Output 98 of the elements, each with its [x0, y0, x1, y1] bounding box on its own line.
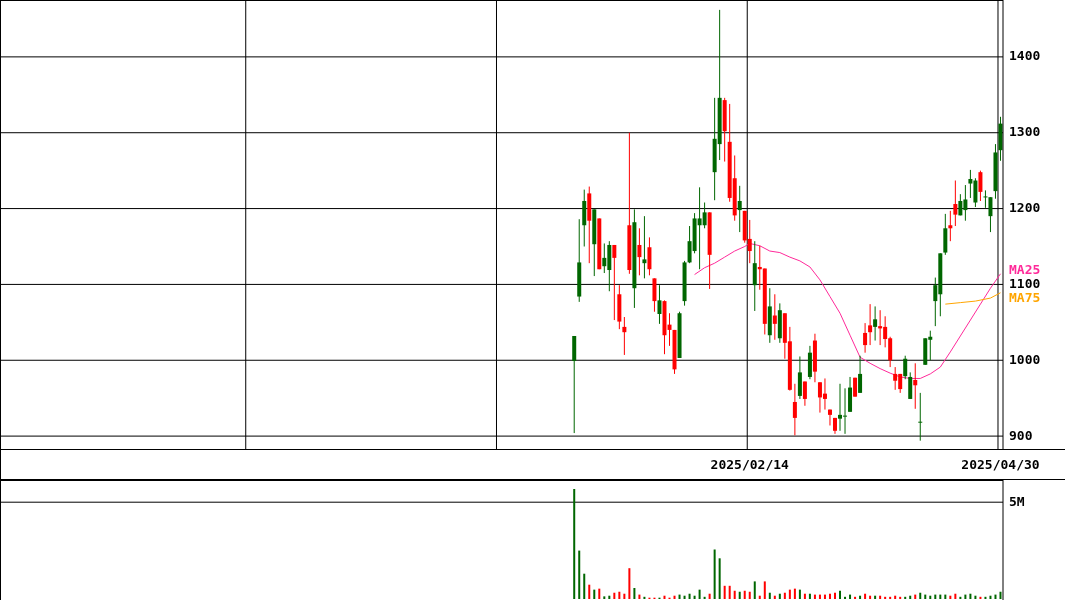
- bar: [854, 596, 857, 599]
- y-tick-label: 1100: [1009, 275, 1041, 291]
- bar: [573, 489, 576, 599]
- bar: [954, 593, 957, 599]
- bar: [788, 589, 791, 599]
- bar: [738, 591, 741, 599]
- bar: [904, 596, 907, 599]
- candlestick: [797, 355, 802, 400]
- candlestick: [913, 362, 918, 410]
- ref-line-label: 5M: [1009, 493, 1025, 509]
- candlestick: [978, 170, 983, 202]
- y-tick-label: 1200: [1009, 200, 1041, 216]
- candlestick: [908, 371, 913, 400]
- bar: [959, 596, 962, 599]
- candlestick: [827, 409, 832, 426]
- series-label: MA75: [1009, 289, 1041, 305]
- candlestick: [968, 169, 973, 199]
- candlestick: [612, 244, 617, 321]
- bar: [628, 568, 631, 599]
- candlestick: [752, 240, 757, 312]
- bar: [919, 592, 922, 599]
- bar: [798, 589, 801, 599]
- series-label: MA25: [1009, 261, 1041, 277]
- bar: [633, 588, 636, 599]
- bar: [583, 573, 586, 599]
- candlestick: [838, 383, 843, 432]
- candlestick: [983, 189, 988, 209]
- candlestick: [868, 303, 873, 346]
- bar: [969, 593, 972, 599]
- bar: [864, 593, 867, 599]
- bar: [708, 593, 711, 599]
- bar: [979, 596, 982, 599]
- candlestick: [822, 377, 827, 411]
- line-series: [944, 292, 1001, 305]
- bar: [743, 590, 746, 599]
- bar: [844, 596, 847, 599]
- bar: [793, 588, 796, 599]
- bar: [598, 588, 601, 599]
- candlestick: [893, 366, 898, 391]
- candlestick: [988, 196, 993, 233]
- candlestick: [737, 185, 742, 233]
- candlestick: [652, 277, 657, 313]
- bar: [889, 596, 892, 599]
- bar: [703, 596, 706, 599]
- y-tick-label: 1300: [1009, 124, 1041, 140]
- bar: [783, 592, 786, 599]
- bar: [713, 549, 716, 599]
- bar: [834, 592, 836, 599]
- candlestick: [792, 383, 797, 436]
- bar: [899, 596, 902, 599]
- candlestick: [918, 392, 923, 442]
- bar: [748, 591, 751, 599]
- candlestick: [772, 293, 777, 341]
- bar: [593, 589, 596, 599]
- candlestick: [702, 202, 707, 229]
- bar: [718, 558, 721, 599]
- y-tick-label: 900: [1009, 427, 1033, 443]
- bar: [623, 593, 626, 599]
- candlestick: [873, 305, 878, 342]
- bar: [733, 590, 736, 599]
- bar: [828, 593, 831, 599]
- bar: [578, 550, 581, 599]
- bar: [588, 584, 591, 599]
- candlestick: [602, 242, 607, 274]
- candlestick: [657, 284, 662, 325]
- bar: [613, 592, 616, 599]
- bar: [688, 593, 691, 599]
- y-tick-label: 1400: [1009, 48, 1041, 64]
- candlestick: [642, 215, 647, 279]
- bar: [984, 596, 987, 599]
- candlestick: [903, 355, 908, 380]
- bar: [618, 591, 621, 599]
- candlestick: [953, 180, 958, 227]
- x-tick-label: 2025/04/30: [961, 456, 1040, 472]
- bar: [763, 581, 766, 599]
- y-tick-label: 1000: [1009, 351, 1041, 367]
- candlestick: [637, 227, 642, 276]
- bar: [728, 585, 731, 599]
- bar: [999, 591, 1002, 599]
- bar: [753, 581, 756, 599]
- bar: [768, 592, 771, 599]
- bar: [698, 589, 701, 599]
- bar: [839, 590, 842, 599]
- bar: [808, 593, 811, 599]
- candlestick: [647, 236, 652, 276]
- bar: [603, 596, 606, 599]
- candlestick: [667, 312, 672, 347]
- candlestick: [948, 210, 953, 242]
- bar: [723, 585, 726, 599]
- candlestick: [802, 381, 807, 407]
- candlestick: [863, 322, 868, 354]
- x-tick-label: 2025/02/14: [710, 456, 790, 472]
- bar: [778, 593, 781, 599]
- candlestick: [622, 316, 627, 356]
- bar: [803, 593, 806, 599]
- candlestick: [858, 355, 863, 394]
- bar: [643, 596, 646, 599]
- bar: [884, 596, 887, 599]
